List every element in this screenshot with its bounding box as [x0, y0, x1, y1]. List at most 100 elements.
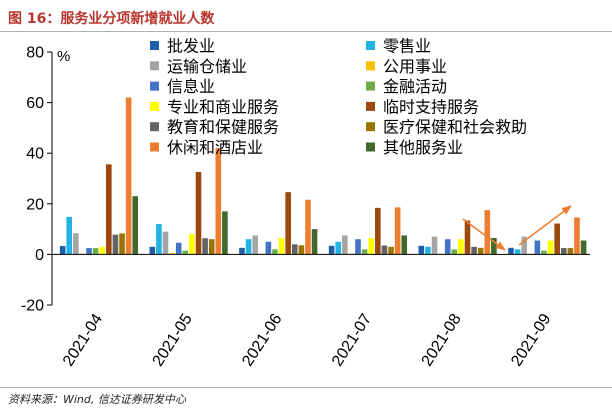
legend-swatch — [150, 61, 159, 71]
bar — [86, 248, 92, 255]
legend-swatch — [366, 81, 375, 91]
legend-swatch — [366, 41, 375, 50]
legend-label: 运输仓储业 — [167, 57, 247, 76]
x-tick-label: 2021-05 — [150, 311, 196, 370]
legend-label: 医疗保健和社会救助 — [383, 118, 527, 137]
legend-swatch — [150, 81, 159, 91]
x-axis: 2021-04 2021-05 2021-06 2021-07 2021-08 2021-… — [52, 253, 590, 370]
legend-label: 其他服务业 — [383, 138, 463, 157]
legend-item: 信息业 — [150, 77, 215, 96]
bar — [278, 237, 285, 255]
bar — [335, 241, 342, 255]
x-tick-label: 2021-09 — [508, 311, 554, 370]
legend-label: 金融活动 — [383, 77, 447, 96]
legend-item: 教育和保健服务 — [150, 118, 279, 137]
y-tick-label: -20 — [21, 298, 44, 315]
legend-label: 公用事业 — [383, 57, 447, 76]
bar — [112, 234, 119, 255]
bar — [491, 237, 497, 255]
bar — [521, 236, 527, 255]
bar — [464, 220, 471, 255]
legend-label: 批发业 — [167, 37, 215, 56]
bar — [355, 239, 361, 255]
legend-swatch — [366, 101, 375, 111]
legend-item: 零售业 — [366, 37, 431, 56]
bar — [215, 148, 222, 255]
bar — [458, 239, 464, 255]
bar — [156, 224, 162, 255]
bar — [534, 240, 541, 255]
bar — [567, 248, 574, 255]
bar — [547, 240, 554, 255]
bar — [73, 233, 79, 255]
bar — [222, 211, 228, 255]
bar — [125, 97, 132, 255]
bar — [431, 236, 438, 255]
bar — [342, 235, 348, 255]
bar — [574, 217, 580, 255]
bar — [272, 249, 278, 255]
bar — [554, 223, 560, 255]
y-tick-label: 40 — [26, 146, 44, 163]
legend-item: 专业和商业服务 — [150, 97, 279, 116]
source-note: 资料来源：Wind, 信达证券研发中心 — [8, 393, 186, 406]
bar — [328, 245, 335, 255]
legend-item: 运输仓储业 — [150, 57, 247, 76]
legend-swatch — [150, 142, 159, 152]
bar — [508, 247, 514, 255]
bar — [175, 242, 182, 255]
x-tick-label: 2021-06 — [239, 311, 285, 370]
bar — [265, 241, 272, 255]
bar — [189, 234, 195, 255]
trend-arrow-down — [462, 218, 506, 251]
bar — [541, 250, 547, 255]
bar — [560, 248, 567, 255]
legend-item: 批发业 — [150, 37, 215, 56]
y-axis: 80 60 40 20 0 -20 — [21, 45, 53, 315]
bar — [305, 199, 311, 255]
annotations — [462, 205, 572, 251]
bar — [162, 231, 169, 255]
bar — [252, 235, 258, 255]
legend-label: 零售业 — [383, 37, 431, 56]
bar — [375, 207, 381, 255]
bars — [59, 97, 587, 255]
bar — [580, 240, 587, 255]
x-tick-label: 2021-07 — [329, 311, 375, 370]
bar — [514, 249, 521, 255]
legend-item: 其他服务业 — [366, 138, 463, 157]
legend-label: 休闲和酒店业 — [167, 138, 263, 157]
y-tick-label: 0 — [35, 247, 44, 264]
bar — [401, 235, 408, 255]
y-tick-label: 80 — [26, 45, 44, 62]
x-tick-label: 2021-08 — [419, 311, 465, 370]
bar — [388, 246, 394, 255]
title-divider — [0, 31, 612, 32]
bar — [477, 247, 484, 255]
legend-swatch — [150, 122, 159, 132]
bar — [361, 249, 368, 255]
bar — [99, 246, 106, 255]
bar — [202, 238, 208, 255]
bar — [484, 210, 491, 255]
bar — [298, 245, 305, 255]
legend-item: 公用事业 — [366, 57, 447, 76]
legend-swatch — [366, 122, 375, 132]
legend-swatch — [366, 61, 375, 71]
bar — [245, 239, 252, 255]
bar — [471, 246, 477, 255]
y-unit-label: % — [57, 48, 70, 65]
bar — [451, 249, 458, 255]
footer-divider — [0, 387, 612, 388]
bar — [92, 248, 99, 255]
figure-title: 图 16：服务业分项新增就业人数 — [8, 11, 215, 27]
bar — [66, 216, 73, 255]
legend-label: 教育和保健服务 — [167, 118, 279, 137]
legend-item: 临时支持服务 — [366, 97, 479, 116]
bar — [239, 247, 245, 255]
bar — [119, 233, 125, 255]
legend-item: 医疗保健和社会救助 — [366, 118, 527, 137]
bar — [182, 250, 189, 255]
